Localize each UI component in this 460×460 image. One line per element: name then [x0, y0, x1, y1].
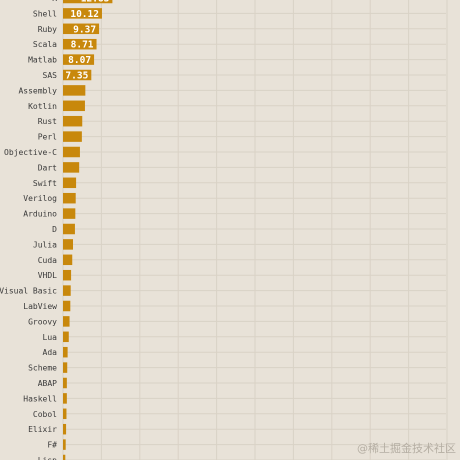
category-label: Arduino — [23, 210, 57, 219]
bar-sas — [63, 69, 92, 81]
bar-assembly — [63, 85, 86, 96]
bar-cuda — [63, 254, 73, 266]
category-label: F# — [47, 441, 57, 450]
category-label: Kotlin — [28, 102, 57, 111]
category-label: Groovy — [28, 317, 57, 326]
value-label: 12.83 — [81, 0, 110, 5]
bar-visual-basic — [63, 285, 71, 296]
bar-dart — [63, 162, 80, 173]
bar-scheme — [63, 362, 68, 373]
category-label: Cuda — [38, 256, 57, 265]
bar-labview — [63, 300, 71, 312]
bar-shell — [63, 8, 102, 19]
bar-swift — [63, 177, 77, 189]
category-label: R — [52, 0, 57, 3]
category-label: Visual Basic — [0, 287, 57, 296]
category-label: ABAP — [38, 379, 57, 388]
category-label: Lisp — [38, 456, 57, 460]
category-labels: R Shell Ruby Scala Matlab SAS Assembly Kotlin Ru… — [0, 0, 57, 460]
bar-kotlin — [63, 100, 85, 112]
category-label: Verilog — [23, 194, 57, 203]
category-label: Swift — [33, 179, 57, 188]
bar-elixir — [63, 423, 67, 435]
category-label: Rust — [38, 117, 57, 126]
bar-r — [63, 0, 113, 4]
category-label: LabView — [23, 302, 57, 311]
value-label: 10.12 — [70, 9, 99, 20]
bar-vhdl — [63, 269, 72, 281]
bar-rust — [63, 115, 83, 127]
bar-objective-c — [63, 146, 80, 158]
category-label: Cobol — [33, 410, 57, 419]
category-label: Objective-C — [4, 148, 57, 157]
category-label: Ruby — [38, 25, 57, 34]
bar-haskell — [63, 393, 67, 404]
bar-matlab — [63, 54, 95, 65]
value-label: 9.37 — [73, 24, 96, 35]
category-label: Elixir — [28, 425, 57, 434]
bar-arduino — [63, 208, 76, 219]
bar-d — [63, 223, 75, 235]
category-label: Perl — [38, 133, 57, 142]
category-label: Haskell — [23, 394, 57, 403]
bar-verilog — [63, 192, 76, 204]
category-label: Assembly — [18, 86, 57, 95]
category-label: Scala — [33, 40, 57, 49]
category-label: Julia — [33, 240, 57, 249]
bar-ruby — [63, 23, 100, 35]
category-label: SAS — [43, 71, 58, 80]
grid — [62, 0, 448, 460]
category-label: Shell — [33, 9, 57, 18]
bar-julia — [63, 239, 74, 250]
category-label: Lua — [43, 333, 58, 342]
bar-lisp — [63, 454, 66, 460]
category-label: Scheme — [28, 364, 57, 373]
category-label: D — [52, 225, 57, 234]
bar-lua — [63, 331, 69, 343]
bar-cobol — [63, 408, 67, 420]
value-label: 7.35 — [65, 71, 88, 82]
watermark: @稀土掘金技术社区 — [357, 442, 456, 455]
bar-ada — [63, 346, 68, 358]
value-label: 8.71 — [71, 40, 94, 51]
category-label: Matlab — [28, 56, 57, 65]
bars: 12.83 10.12 9.37 8.71 8.07 7.35 — [63, 0, 113, 460]
bar-perl — [63, 131, 82, 142]
category-label: Ada — [43, 348, 58, 357]
bar-f- — [63, 439, 66, 450]
value-label: 8.07 — [68, 55, 91, 66]
category-label: Dart — [38, 163, 57, 172]
bar-groovy — [63, 316, 70, 327]
category-label: VHDL — [38, 271, 57, 280]
bar-abap — [63, 377, 67, 389]
bar-scala — [63, 38, 97, 50]
